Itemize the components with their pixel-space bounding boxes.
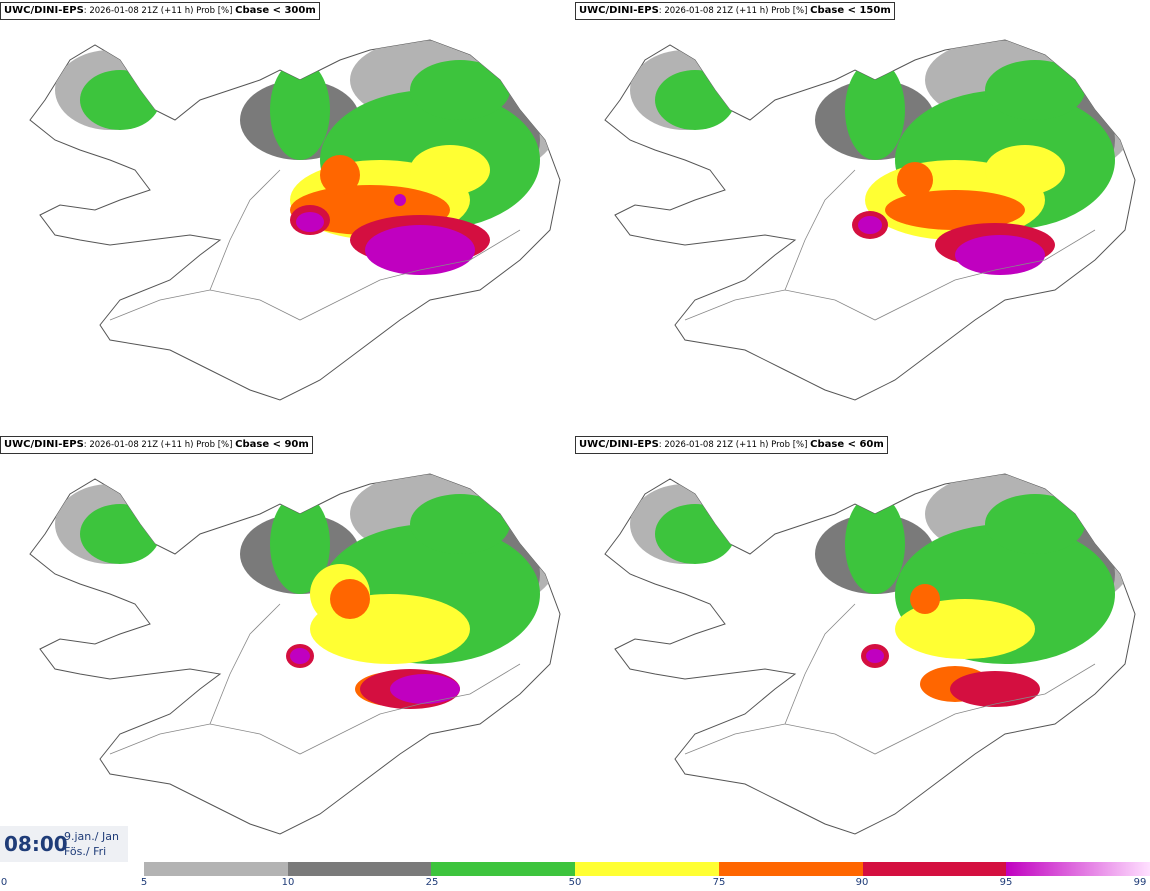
probability-area [845,494,905,594]
probability-area [320,155,360,195]
iceland-map [604,39,1136,401]
valid-weekday: Fös./ Fri [64,845,107,858]
road-lines [684,169,1096,321]
valid-time-box: 08:00 9.jan./ Jan Fös./ Fri [0,826,128,862]
field-name: Cbase < 90m [235,439,309,450]
road-lines [684,603,1096,755]
legend-swatch [431,862,576,876]
legend-tick: 0 [0,877,8,888]
legend-tick: 25 [425,877,439,888]
legend-tick: 75 [712,877,726,888]
map-panel-300m: UWC/DINI-EPS: 2026-01-08 21Z (+11 h) Pro… [0,0,575,435]
probability-legend [144,862,1150,876]
field-name: Cbase < 150m [810,5,891,16]
legend-swatch [144,862,288,876]
probability-area [885,190,1025,230]
field-name: Cbase < 300m [235,5,316,16]
probability-area [290,648,310,664]
probability-area [410,60,510,120]
legend-swatch [718,862,863,876]
map-panel-90m: UWC/DINI-EPS: 2026-01-08 21Z (+11 h) Pro… [0,434,575,869]
probability-area [296,212,324,232]
panel-title: UWC/DINI-EPS: 2026-01-08 21Z (+11 h) Pro… [0,436,313,454]
legend-swatch [862,862,1007,876]
probability-area [950,671,1040,707]
probability-area [985,145,1065,195]
run-info: : 2026-01-08 21Z (+11 h) Prob [%] [658,6,811,16]
probability-area [410,145,490,195]
legend-tick: 99 [1133,877,1147,888]
legend-tick: 90 [855,877,869,888]
model-name: UWC/DINI-EPS [579,439,659,450]
valid-time: 08:00 [4,832,68,856]
legend-swatch [287,862,432,876]
probability-area [866,649,884,663]
model-name: UWC/DINI-EPS [4,439,84,450]
legend-tick: 50 [568,877,582,888]
probability-area [365,225,475,275]
legend-ticks: 0 5 10 25 50 75 90 95 99 [0,877,1150,891]
run-info: : 2026-01-08 21Z (+11 h) Prob [%] [658,440,811,450]
probability-area [845,60,905,160]
road-lines [109,603,521,755]
probability-area [330,579,370,619]
probability-area [897,162,933,198]
road-lines [109,169,521,321]
probability-area [410,494,510,554]
legend-swatch [575,862,719,876]
probability-area [858,216,882,234]
map-panel-60m: UWC/DINI-EPS: 2026-01-08 21Z (+11 h) Pro… [575,434,1150,869]
probability-area [910,584,940,614]
panel-title: UWC/DINI-EPS: 2026-01-08 21Z (+11 h) Pro… [0,2,320,20]
probability-area [895,599,1035,659]
model-name: UWC/DINI-EPS [4,5,84,16]
probability-area [390,674,460,704]
panel-title: UWC/DINI-EPS: 2026-01-08 21Z (+11 h) Pro… [575,2,895,20]
run-info: : 2026-01-08 21Z (+11 h) Prob [%] [83,440,236,450]
legend-tick: 95 [999,877,1013,888]
probability-area [985,494,1085,554]
panel-title: UWC/DINI-EPS: 2026-01-08 21Z (+11 h) Pro… [575,436,888,454]
probability-area [394,194,406,206]
legend-swatch [1006,862,1150,876]
run-info: : 2026-01-08 21Z (+11 h) Prob [%] [83,6,236,16]
model-name: UWC/DINI-EPS [579,5,659,16]
iceland-map [29,473,561,835]
probability-area [955,235,1045,275]
probability-area [270,494,330,594]
probability-area [270,60,330,160]
map-panel-150m: UWC/DINI-EPS: 2026-01-08 21Z (+11 h) Pro… [575,0,1150,435]
legend-tick: 10 [281,877,295,888]
probability-area [985,60,1085,120]
iceland-map [604,473,1136,835]
field-name: Cbase < 60m [810,439,884,450]
legend-tick: 5 [140,877,148,888]
iceland-map [29,39,561,401]
valid-date: 9.jan./ Jan [64,830,119,843]
